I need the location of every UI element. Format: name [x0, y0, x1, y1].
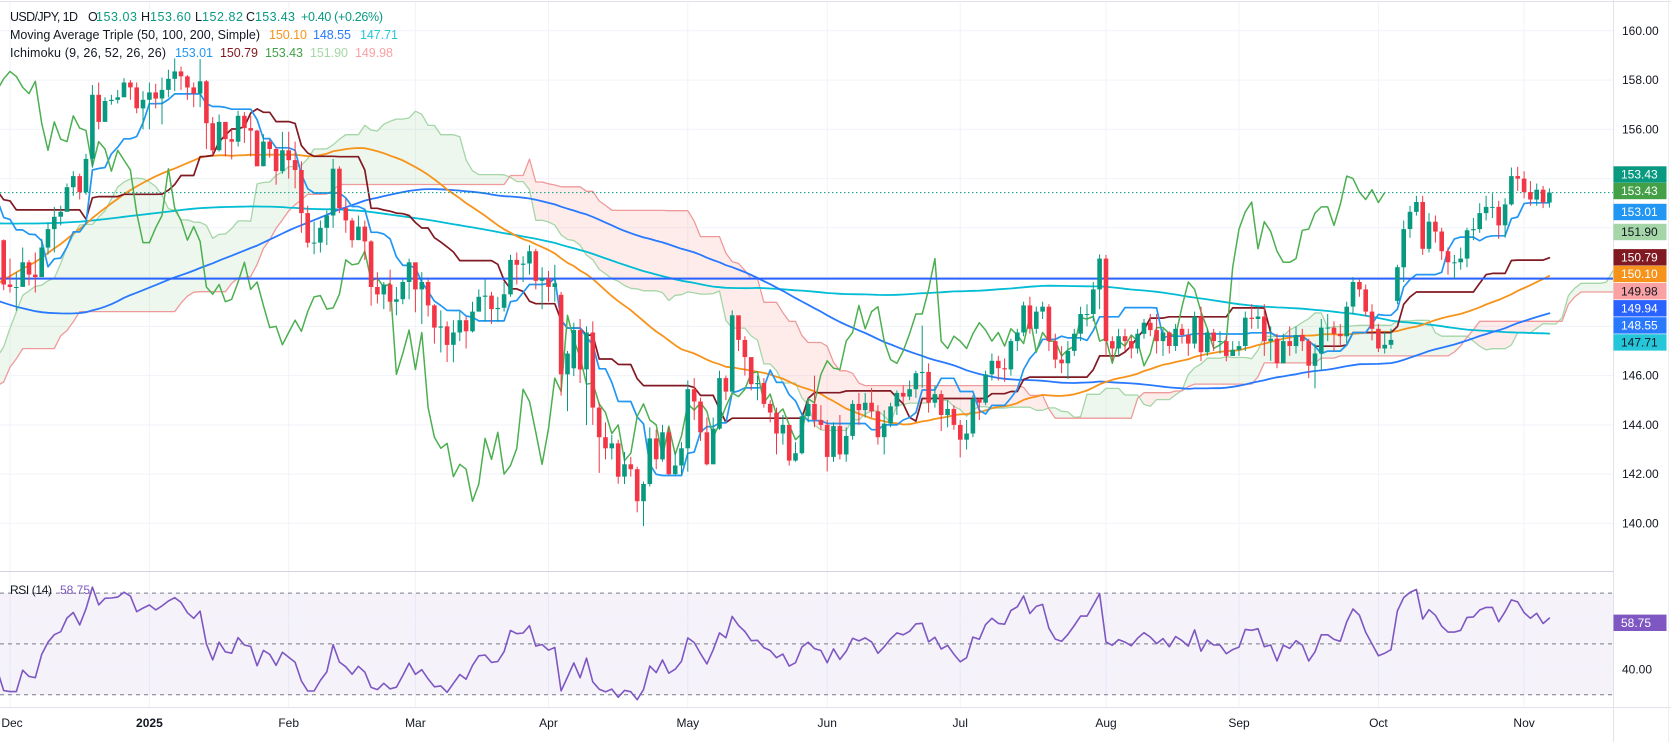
svg-text:Dec: Dec: [1, 716, 22, 730]
svg-text:Jul: Jul: [953, 716, 968, 730]
svg-text:158.00: 158.00: [1622, 73, 1659, 87]
svg-text:Mar: Mar: [405, 716, 426, 730]
svg-text:149.98: 149.98: [1621, 284, 1658, 298]
svg-text:149.98: 149.98: [355, 46, 393, 60]
svg-text:RSI (14): RSI (14): [10, 583, 52, 597]
svg-text:156.00: 156.00: [1622, 122, 1659, 136]
svg-text:152.82: 152.82: [202, 10, 243, 24]
svg-text:153.01: 153.01: [1621, 205, 1658, 219]
svg-text:153.43: 153.43: [255, 10, 295, 24]
svg-text:150.79: 150.79: [1621, 251, 1658, 265]
svg-text:58.75: 58.75: [1621, 616, 1651, 630]
svg-text:+0.40 (+0.26%): +0.40 (+0.26%): [301, 10, 383, 24]
svg-text:Ichimoku (9, 26, 52, 26, 26): Ichimoku (9, 26, 52, 26, 26): [10, 46, 166, 60]
svg-text:140.00: 140.00: [1622, 516, 1659, 530]
svg-text:Nov: Nov: [1513, 716, 1534, 730]
svg-text:160.00: 160.00: [1622, 24, 1659, 38]
svg-text:147.71: 147.71: [360, 28, 398, 42]
svg-text:2025: 2025: [136, 716, 163, 730]
svg-text:150.79: 150.79: [220, 46, 258, 60]
svg-text:153.01: 153.01: [175, 46, 213, 60]
svg-text:May: May: [676, 716, 699, 730]
svg-text:153.43: 153.43: [265, 46, 303, 60]
svg-text:150.10: 150.10: [1621, 267, 1658, 281]
svg-text:153.03: 153.03: [96, 10, 137, 24]
svg-text:142.00: 142.00: [1622, 467, 1659, 481]
svg-text:USD/JPY, 1D: USD/JPY, 1D: [10, 10, 78, 24]
svg-text:150.10: 150.10: [269, 28, 307, 42]
svg-text:148.55: 148.55: [1621, 319, 1658, 333]
svg-text:147.71: 147.71: [1621, 336, 1658, 350]
svg-text:151.90: 151.90: [1621, 225, 1658, 239]
svg-text:146.00: 146.00: [1622, 369, 1659, 383]
svg-text:Sep: Sep: [1228, 716, 1250, 730]
svg-text:Apr: Apr: [539, 716, 558, 730]
svg-text:58.75: 58.75: [60, 583, 90, 597]
svg-text:Aug: Aug: [1095, 716, 1116, 730]
svg-text:153.43: 153.43: [1621, 168, 1658, 182]
svg-text:149.94: 149.94: [1621, 302, 1658, 316]
svg-text:144.00: 144.00: [1622, 418, 1659, 432]
svg-text:Oct: Oct: [1369, 716, 1388, 730]
svg-text:Moving Average Triple (50, 100: Moving Average Triple (50, 100, 200, Sim…: [10, 28, 260, 42]
svg-text:153.43: 153.43: [1621, 184, 1658, 198]
svg-text:153.60: 153.60: [150, 10, 191, 24]
svg-text:Jun: Jun: [818, 716, 837, 730]
svg-text:148.55: 148.55: [313, 28, 351, 42]
svg-text:40.00: 40.00: [1622, 662, 1652, 676]
svg-text:Feb: Feb: [278, 716, 299, 730]
svg-text:151.90: 151.90: [310, 46, 348, 60]
svg-text:H: H: [141, 10, 150, 24]
svg-text:C: C: [246, 10, 255, 24]
svg-text:L: L: [195, 10, 202, 24]
